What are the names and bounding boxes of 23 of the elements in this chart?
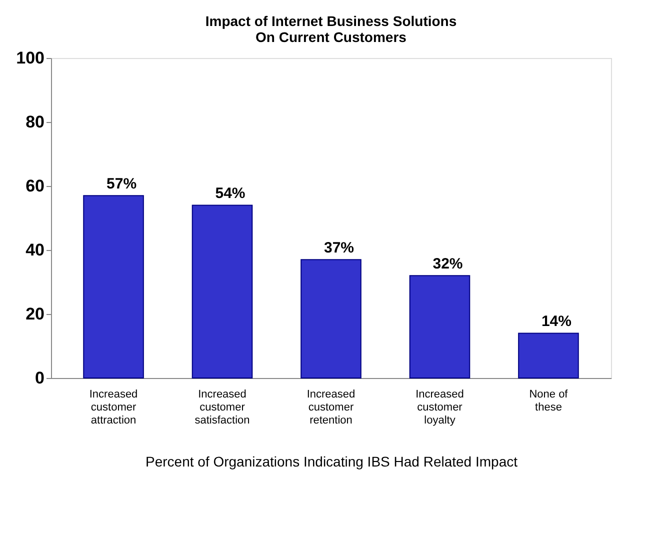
data-label: 14% — [541, 313, 572, 330]
data-label: 37% — [324, 240, 354, 257]
x-tick-label: Increased customer satisfaction — [194, 388, 250, 426]
bar — [300, 259, 362, 378]
bar — [518, 332, 579, 378]
y-tick-label: 20 — [26, 304, 44, 324]
x-tick-label: Increased customer loyalty — [416, 388, 464, 426]
data-label: 32% — [432, 256, 463, 273]
data-label: 54% — [215, 185, 246, 202]
y-tick-label: 80 — [26, 112, 44, 132]
bar — [83, 195, 144, 378]
x-tick-label: None of these — [529, 388, 569, 414]
x-axis-title: Percent of Organizations Indicating IBS Had Related Impact — [146, 454, 518, 470]
data-label: 57% — [106, 176, 137, 193]
x-tick-label: Increased customer attraction — [89, 388, 138, 426]
y-tick-label: 40 — [26, 240, 44, 260]
y-tick-label: 60 — [26, 176, 44, 196]
chart-title: Impact of Internet Business Solutions On Current Customers — [205, 13, 457, 45]
x-tick-label: Increased customer retention — [306, 388, 356, 426]
y-tick-label: 0 — [35, 368, 44, 388]
y-tick-label: 100 — [16, 48, 44, 68]
bar — [192, 204, 253, 378]
bar — [409, 275, 470, 378]
